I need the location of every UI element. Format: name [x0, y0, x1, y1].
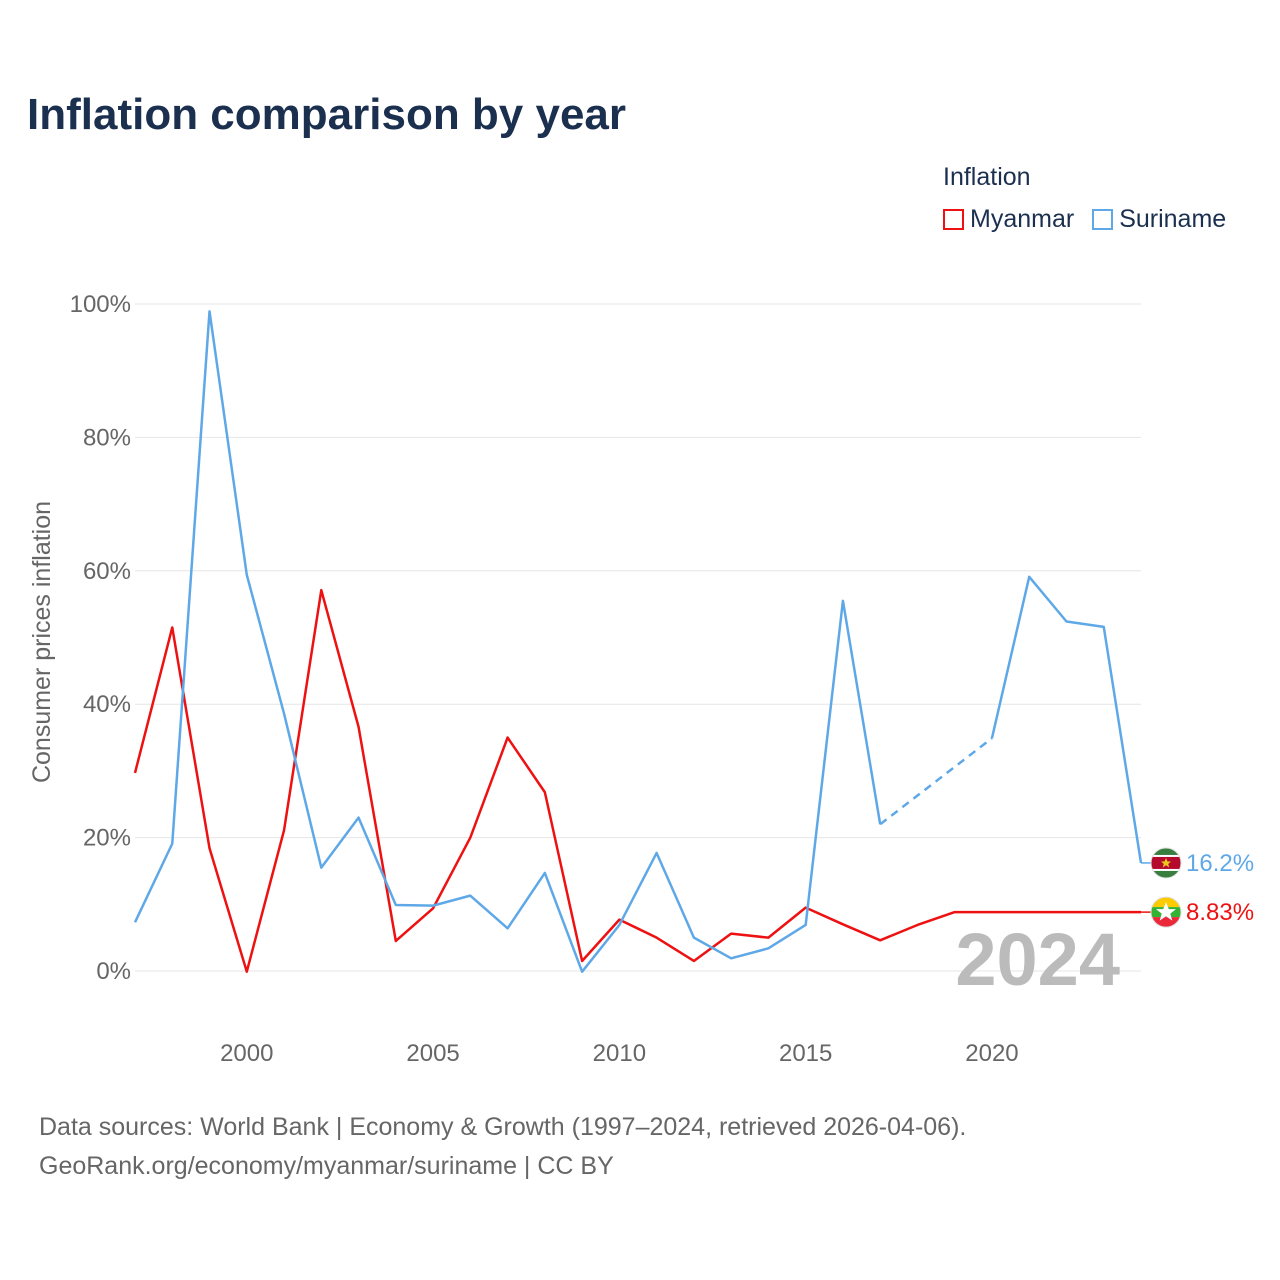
chart-title: Inflation comparison by year [27, 90, 627, 139]
legend-title: Inflation [943, 163, 1031, 191]
series-line-suriname [990, 575, 1143, 864]
y-tick-label: 20% [83, 825, 131, 852]
x-tick-label: 2015 [779, 1040, 832, 1067]
legend-label-suriname: Suriname [1119, 205, 1227, 233]
y-axis-ticks: 0% 20% 40% 60% 80% 100% [70, 291, 131, 985]
x-axis-ticks: 2000 2005 2010 2015 2020 [220, 1040, 1019, 1067]
end-value-label-myanmar: 8.83% [1186, 899, 1254, 926]
series-line-myanmar [133, 588, 1141, 973]
legend-label-myanmar: Myanmar [970, 205, 1075, 233]
legend-swatch-suriname [1092, 209, 1114, 230]
legend-item-myanmar[interactable]: Myanmar [943, 205, 1074, 234]
x-tick-label: 2000 [220, 1040, 273, 1067]
series-line-suriname [133, 310, 882, 973]
source-line-1: Data sources: World Bank | Economy & Gro… [39, 1113, 967, 1141]
series-line-projected-suriname [879, 737, 993, 826]
y-tick-label: 0% [96, 958, 131, 985]
x-tick-label: 2020 [965, 1040, 1018, 1067]
x-tick-label: 2010 [593, 1040, 646, 1067]
source-note: Data sources: World Bank | Economy & Gro… [39, 1108, 966, 1186]
year-label: 2024 [955, 918, 1120, 1001]
y-tick-label: 80% [83, 424, 131, 451]
y-tick-label: 100% [70, 291, 131, 318]
series-lines [133, 310, 1143, 973]
y-axis-label: Consumer prices inflation [28, 501, 56, 783]
legend: Myanmar Suriname [943, 205, 1244, 234]
y-tick-label: 60% [83, 558, 131, 585]
myanmar-flag-icon [1150, 896, 1182, 928]
legend-item-suriname[interactable]: Suriname [1092, 205, 1226, 234]
x-tick-label: 2005 [406, 1040, 459, 1067]
legend-swatch-myanmar [943, 209, 964, 230]
suriname-flag-icon [1150, 847, 1182, 879]
line-chart: 0%20%40%60%80%100% 2000 2005 2010 2015 2020 … [28, 291, 1254, 1067]
end-value-label-suriname: 16.2% [1186, 850, 1254, 877]
y-tick-label: 40% [83, 691, 131, 718]
source-line-2[interactable]: GeoRank.org/economy/myanmar/suriname | C… [39, 1152, 614, 1180]
end-markers: 8.83% 16.2% [1141, 847, 1254, 928]
grid-lines [135, 303, 1141, 972]
